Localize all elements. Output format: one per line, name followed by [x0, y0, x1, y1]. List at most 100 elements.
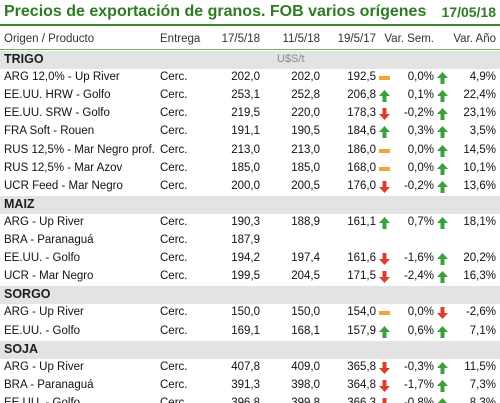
header-col-a: 17/5/18: [221, 33, 260, 45]
row-origin: EE.UU. - Golfo: [4, 396, 81, 403]
arrow-down-icon: [379, 397, 390, 403]
row-price-year-ago: 364,8: [347, 378, 376, 391]
row-price-current: 213,0: [231, 143, 260, 156]
section-header: MAIZ: [0, 195, 500, 214]
table-row: UCR - Mar Negro Cerc. 199,5 204,5 171,5 -2,4%…: [0, 268, 500, 286]
row-price-year-ago: 186,0: [347, 143, 376, 156]
row-origin: EE.UU. SRW - Golfo: [4, 107, 110, 120]
section-title: TRIGO: [4, 52, 44, 66]
flat-dash-icon: [379, 72, 390, 84]
header-var-ano: Var. Año: [453, 33, 496, 45]
row-origin: EE.UU. - Golfo: [4, 252, 81, 265]
row-price-week-ago: 197,4: [291, 252, 320, 265]
row-entrega: Cerc.: [160, 396, 188, 403]
row-origin: ARG - Up River: [4, 306, 84, 319]
arrow-up-icon: [437, 253, 448, 266]
row-var-ano: -2,6%: [465, 306, 496, 319]
arrow-up-icon: [437, 144, 448, 157]
row-var-sem: -1,6%: [403, 252, 434, 265]
row-price-year-ago: 168,0: [347, 161, 376, 174]
arrow-up-icon: [437, 126, 448, 139]
row-price-current: 187,9: [231, 234, 260, 246]
row-entrega: Cerc.: [160, 215, 188, 228]
row-price-current: 391,3: [231, 378, 260, 391]
row-entrega: Cerc.: [160, 252, 188, 265]
row-price-year-ago: 176,0: [347, 179, 376, 192]
table-row: RUS 12,5% - Mar Azov Cerc. 185,0 185,0 168,0…: [0, 160, 500, 178]
row-price-week-ago: 204,5: [291, 270, 320, 283]
row-origin: EE.UU. HRW - Golfo: [4, 89, 111, 102]
row-var-sem: 0,3%: [407, 125, 434, 138]
row-entrega: Cerc.: [160, 378, 188, 391]
row-price-current: 169,1: [231, 324, 260, 337]
row-price-week-ago: 220,0: [291, 107, 320, 120]
arrow-down-icon: [379, 379, 390, 392]
row-var-sem: 0,7%: [407, 215, 434, 228]
arrow-up-icon: [437, 397, 448, 403]
table-row: RUS 12,5% - Mar Negro prof. Cerc. 213,0 213…: [0, 142, 500, 160]
row-price-week-ago: 168,1: [291, 324, 320, 337]
section-header: TRIGO U$S/t: [0, 51, 500, 69]
row-price-week-ago: 185,0: [291, 161, 320, 174]
row-var-ano: 11,5%: [464, 360, 496, 373]
row-origin: RUS 12,5% - Mar Azov: [4, 161, 123, 174]
row-price-current: 396,8: [231, 396, 260, 403]
report-date: 17/05/18: [441, 4, 497, 20]
row-var-ano: 20,2%: [463, 252, 496, 265]
flat-dash-icon: [379, 145, 390, 157]
section-header: SOJA: [0, 340, 500, 359]
row-entrega: Cerc.: [160, 161, 188, 174]
row-var-ano: 23,1%: [463, 107, 496, 120]
row-entrega: Cerc.: [160, 125, 188, 138]
row-entrega: Cerc.: [160, 270, 188, 283]
table-row: UCR Feed - Mar Negro Cerc. 200,0 200,5 176,0…: [0, 178, 500, 196]
table-row: EE.UU. SRW - Golfo Cerc. 219,5 220,0 178,3 -0…: [0, 105, 500, 123]
row-origin: FRA Soft - Rouen: [4, 125, 95, 138]
row-price-week-ago: 190,5: [291, 125, 320, 138]
row-price-year-ago: 192,5: [347, 71, 376, 84]
row-price-year-ago: 178,3: [347, 107, 376, 120]
section-header: SORGO: [0, 286, 500, 305]
row-var-sem: 0,6%: [407, 324, 434, 337]
arrow-up-icon: [437, 90, 448, 103]
row-var-sem: -0,8%: [403, 396, 434, 403]
arrow-up-icon: [379, 216, 390, 229]
row-var-sem: -0,2%: [403, 107, 434, 120]
row-price-week-ago: 252,8: [291, 89, 320, 102]
row-entrega: Cerc.: [160, 89, 188, 102]
arrow-up-icon: [437, 162, 448, 175]
row-price-week-ago: 409,0: [291, 360, 320, 373]
header-col-b: 11/5/18: [282, 33, 320, 45]
row-origin: ARG - Up River: [4, 215, 84, 228]
table-row: EE.UU. - Golfo Cerc. 169,1 168,1 157,9 0,6% 7,…: [0, 323, 500, 341]
row-price-current: 150,0: [231, 306, 260, 319]
row-origin: ARG 12,0% - Up River: [4, 71, 120, 84]
header-origen-producto: Origen / Producto: [4, 33, 95, 45]
row-var-ano: 22,4%: [463, 89, 496, 102]
row-var-ano: 16,3%: [463, 270, 496, 283]
row-origin: BRA - Paranaguá: [4, 378, 94, 391]
header-col-c: 19/5/17: [337, 33, 376, 45]
row-var-sem: 0,0%: [407, 306, 434, 319]
arrow-up-icon: [379, 126, 390, 139]
row-origin: UCR Feed - Mar Negro: [4, 179, 123, 192]
row-price-year-ago: 157,9: [347, 324, 376, 337]
section-title: SORGO: [4, 287, 51, 302]
row-price-current: 185,0: [231, 161, 260, 174]
unit-label: U$S/t: [277, 53, 305, 65]
row-price-current: 219,5: [231, 107, 260, 120]
row-price-current: 199,5: [231, 270, 260, 283]
row-origin: UCR - Mar Negro: [4, 270, 94, 283]
row-price-current: 190,3: [231, 215, 260, 228]
row-price-week-ago: 398,0: [291, 378, 320, 391]
table-row: EE.UU. - Golfo Cerc. 194,2 197,4 161,6 -1,6% 2…: [0, 250, 500, 268]
header-var-sem: Var. Sem.: [384, 33, 434, 45]
row-price-week-ago: 399,8: [291, 396, 320, 403]
row-var-ano: 4,9%: [469, 71, 496, 84]
row-entrega: Cerc.: [160, 179, 188, 192]
row-origin: EE.UU. - Golfo: [4, 324, 81, 337]
row-price-current: 407,8: [231, 360, 260, 373]
row-price-week-ago: 213,0: [291, 143, 320, 156]
table-row: ARG - Up River Cerc. 190,3 188,9 161,1 0,7% 18…: [0, 214, 500, 232]
row-price-year-ago: 366,3: [347, 396, 376, 403]
